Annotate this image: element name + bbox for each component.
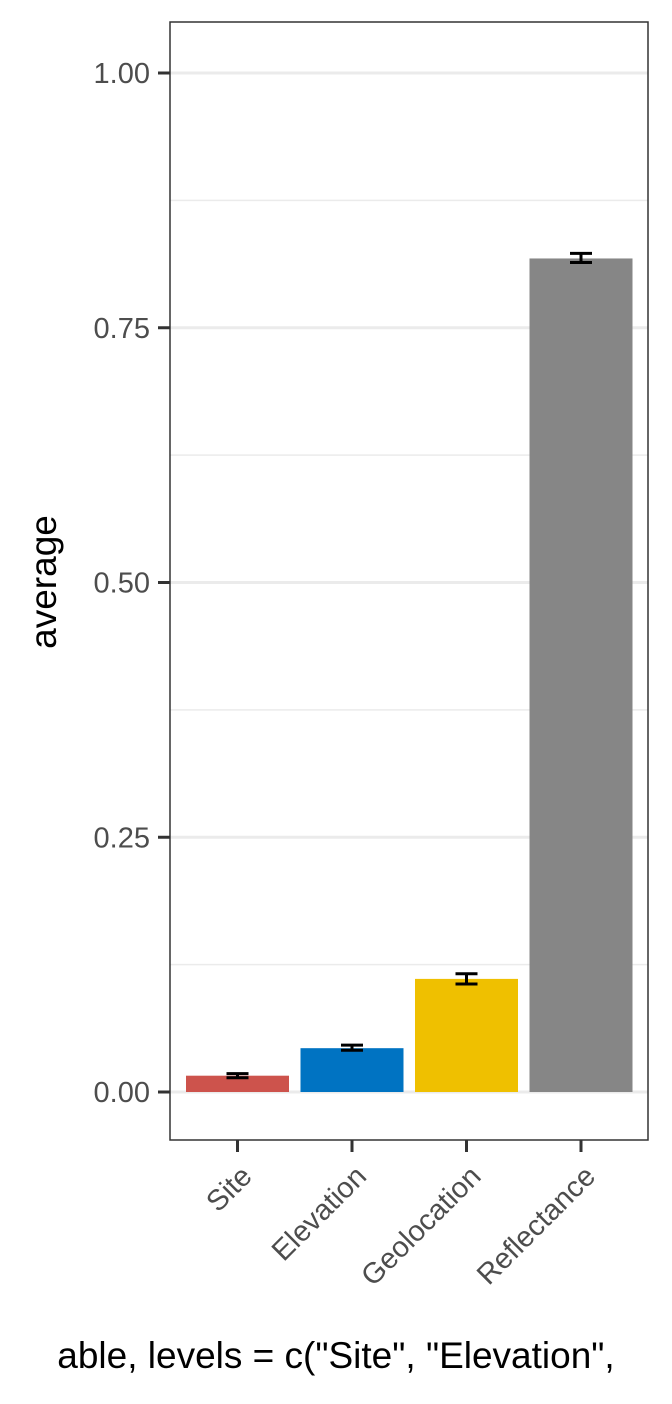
error-bars: [226, 251, 592, 1080]
bar-reflectance: [529, 258, 633, 1092]
y-axis-title: average: [23, 515, 64, 649]
y-tick-label: 0.00: [94, 1077, 150, 1109]
bar-site: [186, 1075, 289, 1092]
error-bar-geolocation: [455, 972, 478, 986]
y-tick-label: 0.50: [94, 568, 150, 600]
error-bar-elevation: [341, 1043, 363, 1052]
bar-elevation: [300, 1048, 404, 1092]
error-bar-site: [226, 1072, 249, 1080]
bars: [186, 258, 633, 1092]
x-axis-title: able, levels = c("Site", "Elevation",: [57, 1335, 614, 1376]
bar-geolocation: [415, 978, 518, 1092]
y-axis: 0.00 0.25 0.50 0.75 1.00: [94, 58, 170, 1109]
error-bar-reflectance: [570, 251, 592, 265]
y-tick-label: 0.25: [94, 822, 150, 854]
y-tick-label: 1.00: [94, 58, 150, 90]
y-tick-label: 0.75: [94, 313, 150, 345]
